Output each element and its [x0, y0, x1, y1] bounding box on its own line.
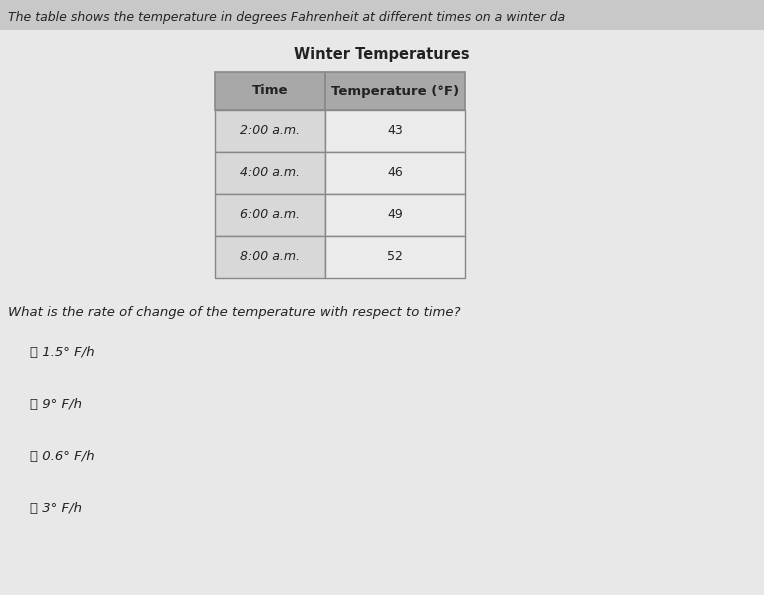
- Text: Ⓐ 1.5° F/h: Ⓐ 1.5° F/h: [30, 346, 95, 359]
- Text: Winter Temperatures: Winter Temperatures: [294, 48, 470, 62]
- Text: 4:00 a.m.: 4:00 a.m.: [240, 167, 300, 180]
- Text: 49: 49: [387, 208, 403, 221]
- Bar: [215, 110, 325, 152]
- Text: 46: 46: [387, 167, 403, 180]
- Text: 8:00 a.m.: 8:00 a.m.: [240, 250, 300, 264]
- Text: Ⓑ 9° F/h: Ⓑ 9° F/h: [30, 398, 82, 411]
- Bar: [325, 236, 465, 278]
- Text: What is the rate of change of the temperature with respect to time?: What is the rate of change of the temper…: [8, 306, 461, 319]
- Bar: [325, 72, 465, 110]
- Bar: [215, 236, 325, 278]
- Text: Ⓒ 0.6° F/h: Ⓒ 0.6° F/h: [30, 450, 95, 463]
- Text: The table shows the temperature in degrees Fahrenheit at different times on a wi: The table shows the temperature in degre…: [8, 11, 565, 23]
- Text: Temperature (°F): Temperature (°F): [331, 84, 459, 98]
- Text: 6:00 a.m.: 6:00 a.m.: [240, 208, 300, 221]
- Bar: [215, 72, 325, 110]
- Text: 2:00 a.m.: 2:00 a.m.: [240, 124, 300, 137]
- Text: Ⓓ 3° F/h: Ⓓ 3° F/h: [30, 502, 82, 515]
- Bar: [0, 0, 764, 30]
- Text: 52: 52: [387, 250, 403, 264]
- Text: Time: Time: [252, 84, 288, 98]
- Bar: [325, 110, 465, 152]
- Bar: [215, 152, 325, 194]
- Bar: [215, 194, 325, 236]
- Text: 43: 43: [387, 124, 403, 137]
- Bar: [325, 194, 465, 236]
- Bar: [325, 152, 465, 194]
